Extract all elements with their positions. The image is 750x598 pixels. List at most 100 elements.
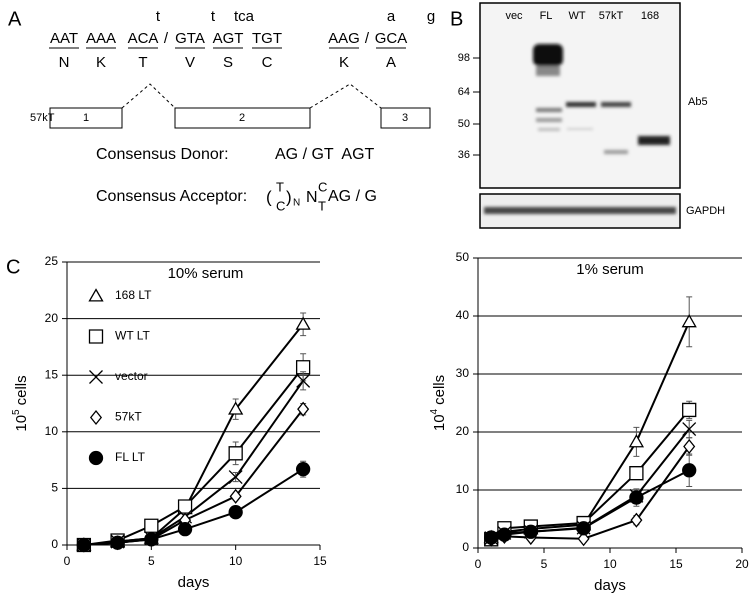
mw-label: 64	[458, 86, 470, 98]
y-tick-label: 25	[45, 254, 59, 268]
codon: AAG	[328, 30, 360, 47]
mw-label: 36	[458, 149, 470, 161]
amino-acid: C	[262, 54, 273, 71]
amino-acid: N	[59, 54, 70, 71]
legend-label: 57kT	[115, 410, 142, 424]
mw-label: 98	[458, 52, 470, 64]
marker	[484, 530, 499, 545]
amino-acid: S	[223, 54, 233, 71]
marker	[110, 535, 125, 550]
band	[566, 102, 596, 107]
x-tick-label: 20	[735, 557, 749, 571]
marker	[295, 462, 311, 477]
marker	[229, 488, 242, 504]
acceptor-part: C	[276, 198, 285, 213]
y-tick-label: 40	[456, 308, 470, 322]
exon-label: 2	[239, 112, 245, 124]
y-tick-label: 20	[456, 424, 470, 438]
lane-label: vec	[505, 10, 523, 22]
mutation: g	[427, 8, 435, 25]
amino-acid: V	[185, 54, 195, 71]
exon-diagram	[49, 83, 431, 129]
band	[536, 118, 562, 122]
lane-label: WT	[568, 10, 585, 22]
series-line	[83, 323, 304, 546]
y-label-exponent: 4	[429, 408, 440, 414]
lane-label: 168	[641, 10, 659, 22]
lane-label: FL	[540, 10, 553, 22]
band	[484, 207, 676, 214]
codon: TGT	[252, 30, 282, 47]
acceptor-part: T	[318, 198, 326, 213]
acceptor-label: Consensus Acceptor:	[96, 188, 247, 205]
series-line	[83, 408, 304, 546]
x-tick-label: 15	[313, 554, 327, 568]
legend-marker	[89, 409, 103, 426]
legend-marker	[88, 450, 104, 466]
band	[638, 136, 670, 145]
band	[533, 44, 563, 66]
band	[536, 108, 562, 112]
marker	[144, 532, 159, 547]
marker	[682, 422, 697, 437]
y-axis-label: 105 cells	[11, 375, 30, 431]
marker	[576, 521, 591, 536]
y-tick-label: 30	[456, 366, 470, 380]
exon-label: 3	[402, 112, 408, 124]
marker	[683, 438, 696, 455]
marker	[295, 316, 311, 330]
marker	[228, 470, 243, 485]
panel-label: A	[8, 8, 22, 30]
y-tick-label: 15	[45, 367, 59, 381]
band	[536, 66, 560, 76]
y-axis-label: 104 cells	[429, 375, 448, 431]
x-tick-label: 0	[475, 557, 482, 571]
blot-bands	[533, 44, 670, 154]
splice-line	[309, 83, 382, 109]
y-label-base: 10	[13, 415, 30, 432]
amino-acid: K	[339, 54, 349, 71]
mutation: t	[156, 8, 161, 25]
marker	[296, 373, 311, 388]
amino-acid: A	[386, 54, 396, 71]
marker	[177, 522, 193, 537]
band	[567, 128, 593, 130]
mutation: t	[211, 8, 216, 25]
donor-sequence: AG / GT AGT	[275, 146, 375, 163]
y-tick-label: 20	[45, 311, 59, 325]
marker	[297, 401, 310, 417]
marker	[628, 434, 645, 448]
marker	[681, 313, 697, 328]
y-label-unit: cells	[13, 375, 30, 405]
marker	[523, 524, 538, 539]
x-tick-label: 15	[669, 557, 683, 571]
amino-acid: T	[138, 54, 147, 71]
antibody-label: Ab5	[688, 96, 708, 108]
marker	[228, 446, 243, 461]
panel-label: C	[6, 256, 20, 278]
marker	[629, 466, 644, 481]
codon: GTA	[175, 30, 205, 47]
acceptor-part: )	[286, 187, 292, 206]
y-tick-label: 5	[51, 481, 58, 495]
y-tick-label: 0	[51, 537, 58, 551]
y-label-unit: cells	[431, 375, 448, 405]
y-tick-label: 50	[456, 250, 470, 264]
marker	[682, 402, 697, 418]
amino-acid: K	[96, 54, 106, 71]
acceptor-part: C	[318, 179, 327, 194]
x-tick-label: 5	[541, 557, 548, 571]
legend-label: vector	[115, 369, 148, 383]
exon-box	[174, 107, 311, 129]
x-tick-label: 10	[229, 554, 243, 568]
loading-control-label: GAPDH	[686, 205, 725, 217]
y-label-base: 10	[431, 414, 448, 431]
separator: /	[164, 30, 169, 47]
legend-label: 168 LT	[115, 288, 152, 302]
y-tick-label: 10	[45, 424, 59, 438]
acceptor-part: (	[266, 187, 272, 206]
lane-label: 57kT	[599, 10, 624, 22]
marker	[682, 463, 697, 478]
splice-line	[121, 83, 176, 109]
